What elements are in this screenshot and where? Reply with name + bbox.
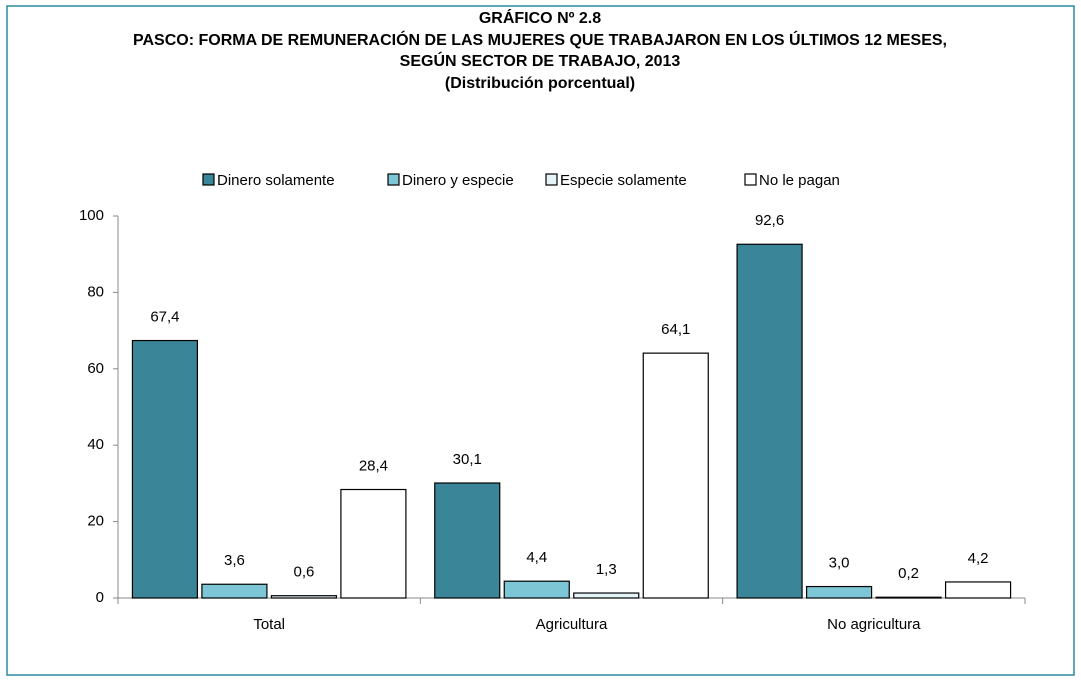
legend-swatch [387,173,400,186]
value-label: 67,4 [150,309,179,326]
chart-subtitle: SEGÚN SECTOR DE TRABAJO, 2013 [400,51,681,70]
y-tick-label: 20 [87,513,104,530]
bar [131,339,199,599]
x-tick-label: Total [253,616,285,633]
bar [340,488,407,599]
legend-swatch [545,173,558,186]
value-label: 4,4 [526,549,547,566]
value-label: 64,1 [661,321,690,338]
legend-swatch [744,173,757,186]
chart-title: GRÁFICO Nº 2.8 [479,8,601,27]
value-label: 0,2 [898,565,919,582]
legend-label: Dinero solamente [217,172,335,189]
value-label: 92,6 [755,212,784,229]
chart-subtitle: (Distribución porcentual) [445,75,635,92]
bar [736,243,803,599]
value-label: 4,2 [968,550,989,567]
legend-label: No le pagan [759,172,840,189]
bar [434,482,501,599]
bar [642,352,709,599]
value-label: 30,1 [453,451,482,468]
bar [270,595,338,599]
x-tick-label: No agricultura [827,616,921,633]
value-label: 3,6 [224,552,245,569]
value-label: 1,3 [596,561,617,578]
y-tick-label: 0 [96,589,104,606]
chart-subtitle: PASCO: FORMA DE REMUNERACIÓN DE LAS MUJE… [133,30,947,49]
bar [201,583,268,599]
bar [573,592,640,599]
bar [944,581,1012,599]
y-tick-label: 80 [87,283,104,300]
bar [503,580,570,599]
value-label: 0,6 [293,564,314,581]
legend-label: Dinero y especie [402,172,514,189]
x-tick-label: Agricultura [536,616,608,633]
bar [805,585,873,599]
legend-swatch [202,173,215,186]
value-label: 3,0 [829,555,850,572]
y-tick-label: 100 [79,207,104,224]
bar [875,596,942,599]
legend-label: Especie solamente [560,172,687,189]
value-label: 28,4 [359,457,388,474]
y-tick-label: 60 [87,360,104,377]
y-tick-label: 40 [87,436,104,453]
